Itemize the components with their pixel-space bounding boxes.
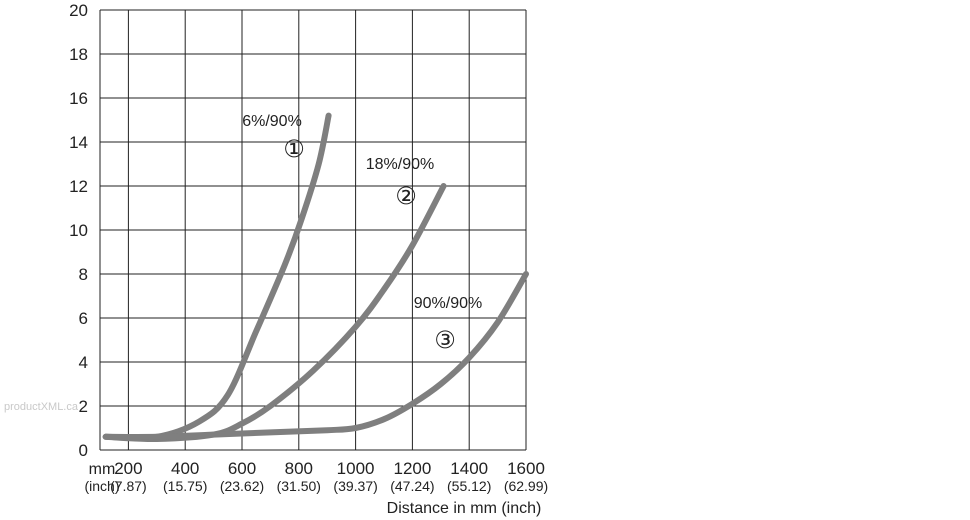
series-marker-2: ②: [395, 183, 417, 210]
y-tick-label: 10: [69, 221, 88, 240]
x-tick-label: 1400: [450, 459, 488, 478]
series-lines: [102, 112, 529, 443]
x-tick-label-inch: (23.62): [220, 478, 264, 494]
y-tick-label: 0: [79, 441, 88, 460]
x-tick-label-inch: (62.99): [504, 478, 548, 494]
x-tick-label-inch: (15.75): [163, 478, 207, 494]
x-subunit-label: (inch): [84, 478, 119, 494]
y-axis-ticks: 0 2 4 6 8 10 12 14 16 18 20: [69, 1, 88, 460]
x-tick-label: 1200: [393, 459, 431, 478]
y-tick-label: 2: [79, 397, 88, 416]
series-marker-3: ③: [434, 327, 456, 354]
series-labels: 6%/90% ① 18%/90% ② 90%/90% ③: [242, 113, 482, 354]
y-tick-label: 8: [79, 265, 88, 284]
x-tick-label-inch: (7.87): [110, 478, 147, 494]
series-marker-1: ①: [283, 136, 305, 163]
series-label-1: 6%/90%: [242, 113, 302, 130]
x-tick-label: 200: [114, 459, 142, 478]
y-tick-label: 6: [79, 309, 88, 328]
x-axis-ticks: 200(7.87) 400(15.75) 600(23.62) 800(31.50) 1…: [110, 459, 548, 494]
y-tick-label: 18: [69, 45, 88, 64]
y-tick-label: 14: [69, 133, 88, 152]
x-tick-label-inch: (31.50): [277, 478, 321, 494]
y-tick-label: 12: [69, 177, 88, 196]
series-label-2: 18%/90%: [366, 156, 435, 173]
y-tick-label: 4: [79, 353, 88, 372]
y-tick-label: 20: [69, 1, 88, 20]
x-tick-label: 1000: [337, 459, 375, 478]
y-tick-label: 16: [69, 89, 88, 108]
watermark: productXML.ca: [4, 401, 78, 413]
x-axis-title: Distance in mm (inch): [387, 500, 542, 517]
x-tick-label: 800: [285, 459, 313, 478]
x-tick-label: 600: [228, 459, 256, 478]
series-line-1: [102, 112, 332, 441]
grid: [99, 9, 527, 451]
series-label-3: 90%/90%: [414, 295, 483, 312]
x-tick-label: 1600: [507, 459, 545, 478]
x-tick-label-inch: (39.37): [333, 478, 377, 494]
series-line-2: [102, 183, 447, 443]
x-tick-label-inch: (47.24): [390, 478, 434, 494]
x-unit-label: mm: [89, 461, 116, 478]
x-tick-label: 400: [171, 459, 199, 478]
series-line-3: [102, 271, 529, 440]
x-tick-label-inch: (55.12): [447, 478, 491, 494]
